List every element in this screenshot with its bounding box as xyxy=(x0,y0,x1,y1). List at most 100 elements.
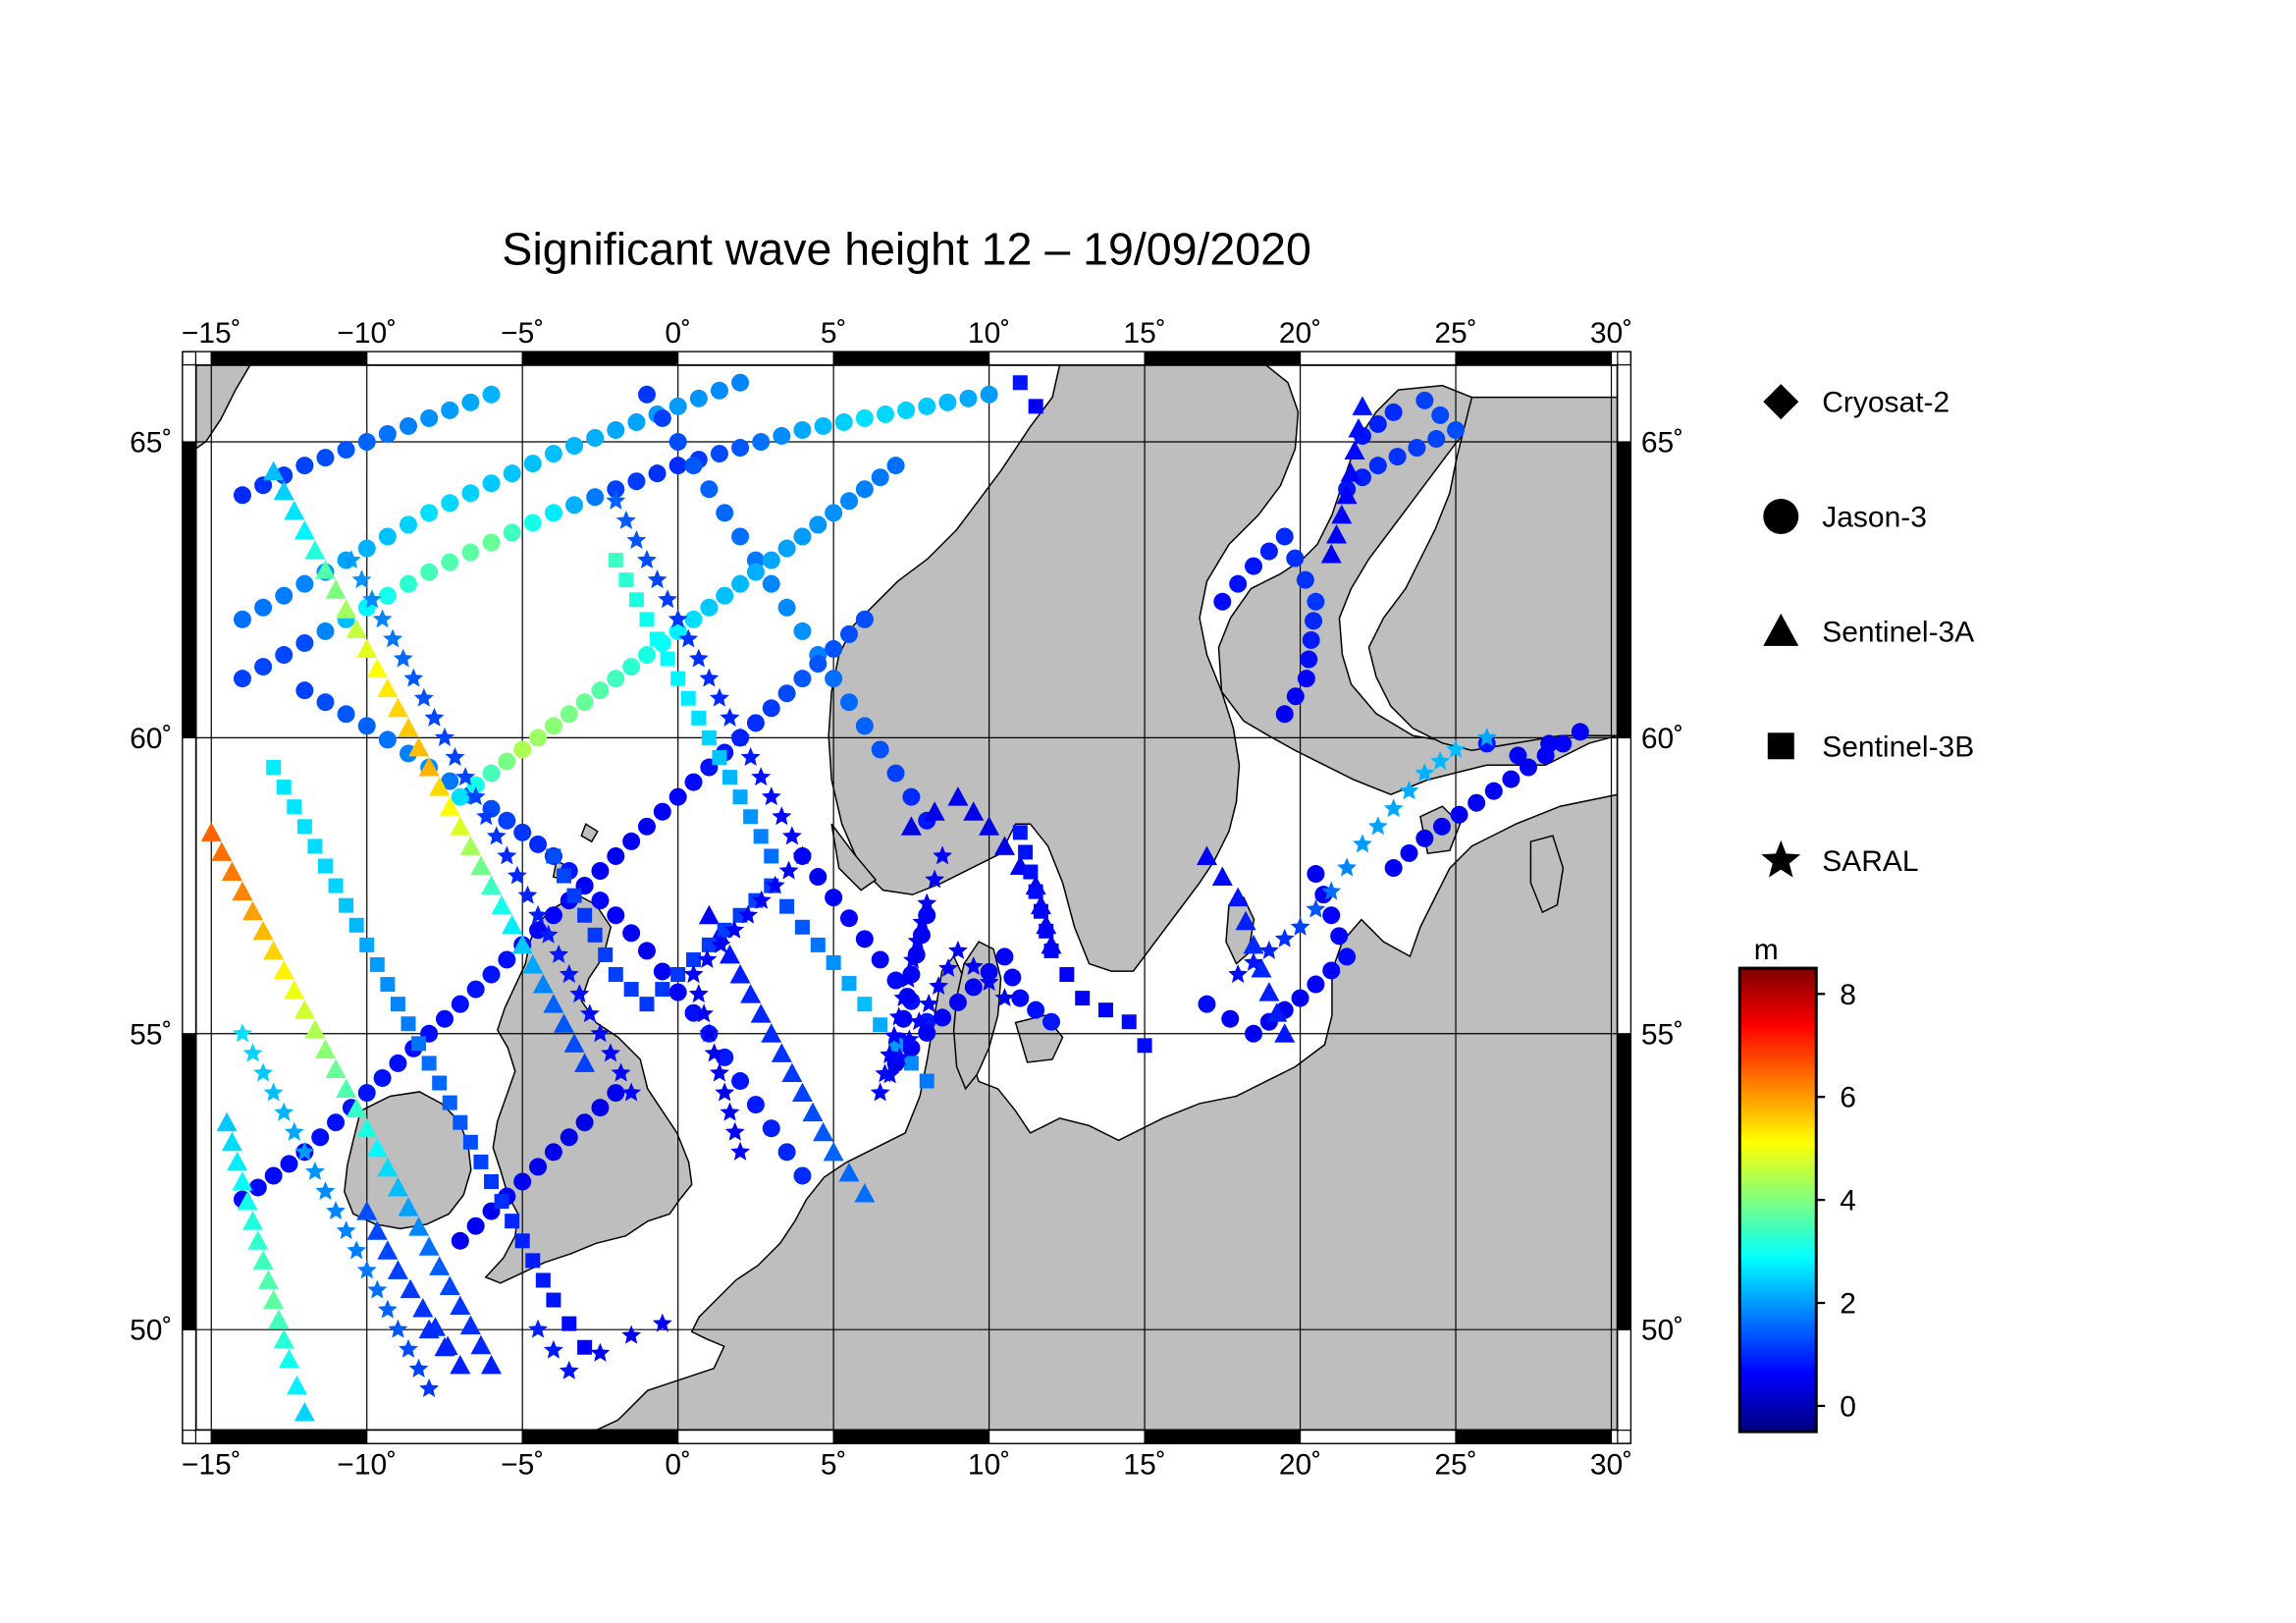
sentinel-3a-point xyxy=(273,1328,294,1349)
sentinel-3b-point xyxy=(1012,375,1028,391)
jason-3-point xyxy=(420,563,439,581)
jason-3-point xyxy=(544,1143,562,1162)
sentinel-3b-point xyxy=(296,819,312,835)
saral-point xyxy=(694,1003,715,1023)
jason-3-point xyxy=(544,504,562,522)
sentinel-3a-point xyxy=(366,1220,388,1240)
sentinel-3b-point xyxy=(1039,923,1054,939)
jason-3-point xyxy=(980,385,998,404)
sentinel-3a-point xyxy=(314,1039,336,1058)
jason-3-point xyxy=(731,1072,750,1090)
lat-tick-label-left: 50˚ xyxy=(130,1315,172,1347)
jason-3-point xyxy=(871,468,889,487)
saral-point xyxy=(658,589,678,609)
jason-3-point xyxy=(498,811,516,830)
sentinel-3a-point xyxy=(273,959,294,980)
sentinel-3a-point xyxy=(242,900,264,921)
jason-3-point xyxy=(668,787,687,806)
jason-3-point xyxy=(938,393,957,411)
sentinel-3b-point xyxy=(561,1316,577,1331)
sentinel-3b-point xyxy=(712,749,727,765)
sentinel-3a-point xyxy=(400,1278,421,1299)
jason-3-point xyxy=(461,484,480,503)
legend-entry: SARAL xyxy=(1761,839,1919,878)
jason-3-point xyxy=(777,1143,796,1162)
jason-3-point xyxy=(466,980,485,999)
colorbar-tick-label: 0 xyxy=(1840,1390,1856,1423)
jason-3-point xyxy=(876,405,894,423)
jason-3-point xyxy=(1368,414,1387,433)
jason-3-point xyxy=(1307,592,1325,611)
jason-3-point xyxy=(809,655,828,674)
jason-3-point xyxy=(1275,527,1294,546)
sentinel-3a-point xyxy=(325,579,347,599)
jason-3-point xyxy=(435,1009,454,1028)
sentinel-3a-point xyxy=(279,1348,299,1369)
jason-3-point xyxy=(731,527,750,546)
sentinel-3a-point xyxy=(543,994,564,1013)
lon-tick-label-top: −10˚ xyxy=(337,317,397,350)
sentinel-3b-point xyxy=(494,1194,509,1210)
sentinel-3a-point xyxy=(429,777,451,796)
sentinel-3a-point xyxy=(1320,544,1342,564)
sentinel-3a-point xyxy=(294,1402,315,1422)
jason-3-point xyxy=(1322,961,1341,980)
sentinel-3a-point xyxy=(1331,504,1353,524)
sentinel-3a-point xyxy=(459,1315,481,1335)
sentinel-3a-point xyxy=(412,1297,434,1318)
jason-3-point xyxy=(825,889,843,907)
jason-3-point xyxy=(400,515,417,534)
jason-3-point xyxy=(934,1008,952,1027)
saral-point xyxy=(1258,940,1279,959)
sentinel-3a-point xyxy=(268,1309,290,1329)
saral-point xyxy=(699,1023,720,1043)
sentinel-3b-point xyxy=(623,982,639,998)
saral-point xyxy=(917,893,937,912)
sentinel-3b-point xyxy=(701,730,717,745)
saral-point xyxy=(232,1023,252,1043)
saral-point xyxy=(724,919,745,939)
sentinel-3b-point xyxy=(841,976,857,992)
frame-bar-bottom xyxy=(1299,1430,1457,1444)
saral-point xyxy=(372,609,393,628)
lon-tick-label-bottom: 0˚ xyxy=(665,1449,691,1482)
saral-point xyxy=(274,1102,294,1121)
jason-3-point xyxy=(1536,746,1555,765)
saral-point xyxy=(253,1062,274,1082)
colorbar: m 0 2 4 6 8 xyxy=(1737,934,1856,1434)
saral-point xyxy=(1446,738,1466,758)
saral-point xyxy=(667,609,688,628)
jason-3-point xyxy=(544,445,562,463)
sentinel-3b-point xyxy=(628,592,644,608)
sentinel-3b-point xyxy=(421,1055,437,1071)
square-icon xyxy=(1767,732,1794,760)
jason-3-point xyxy=(809,515,828,534)
jason-3-point xyxy=(886,971,905,990)
saral-point xyxy=(715,1082,735,1102)
jason-3-point xyxy=(1291,989,1309,1007)
sentinel-3a-point xyxy=(1243,934,1264,954)
sentinel-3a-point xyxy=(247,1230,269,1250)
saral-point xyxy=(413,687,434,707)
triangle-icon xyxy=(1763,613,1799,646)
jason-3-point xyxy=(1431,406,1450,424)
jason-3-point xyxy=(653,408,671,427)
jason-3-point xyxy=(544,717,562,735)
sentinel-3b-point xyxy=(1075,991,1091,1006)
frame-bar-right xyxy=(1617,736,1631,1035)
sentinel-3a-point xyxy=(356,638,378,658)
sentinel-3a-point xyxy=(1352,396,1373,415)
sentinel-3a-point xyxy=(377,1157,399,1177)
jason-3-point xyxy=(1297,670,1315,688)
lon-tick-label-bottom: −5˚ xyxy=(501,1449,544,1482)
sentinel-3b-point xyxy=(670,671,686,686)
jason-3-point xyxy=(886,764,905,783)
saral-point xyxy=(683,964,704,984)
jason-3-point xyxy=(591,862,610,881)
star-icon xyxy=(1761,839,1801,878)
saral-point xyxy=(601,1043,620,1062)
sentinel-3a-point xyxy=(439,1275,460,1295)
saral-point xyxy=(1290,916,1310,936)
jason-3-point xyxy=(1286,549,1305,568)
